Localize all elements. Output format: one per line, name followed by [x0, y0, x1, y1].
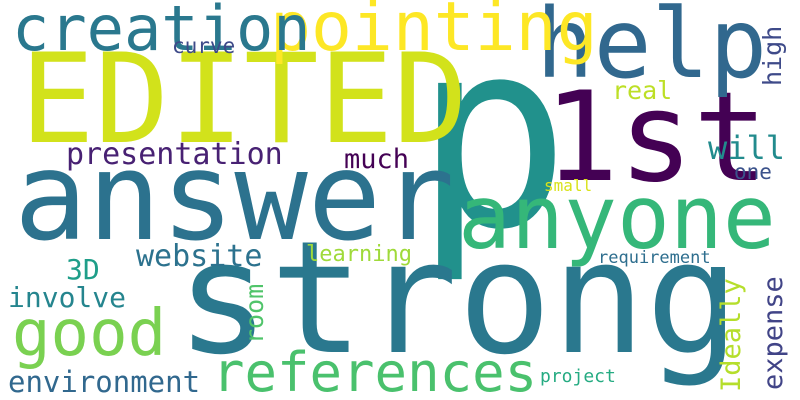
word-references: references [212, 341, 538, 400]
word-pointing: pointing [270, 0, 598, 67]
word-small: small [544, 176, 593, 195]
word-learning: learning [306, 242, 412, 267]
word-answer: answer [14, 126, 455, 268]
word-good: good [12, 297, 167, 371]
word-will: will [708, 129, 786, 167]
word-requirement: requirement [598, 248, 711, 268]
word-strong: strong [176, 207, 740, 389]
word-high: high [758, 25, 787, 86]
word-website: website [136, 239, 263, 274]
word-real: real [612, 76, 673, 105]
word-involve: involve [8, 281, 127, 314]
word-expense: expense [758, 276, 789, 390]
word-ideally: Ideally [716, 278, 747, 392]
word-room: room [240, 283, 269, 344]
word-3d: 3D [66, 253, 100, 286]
word-one: one [734, 160, 772, 184]
word-anyone: anyone [458, 166, 776, 269]
word-p: p [414, 0, 571, 287]
word-environment: environment [8, 365, 201, 399]
word-much: much [344, 144, 410, 175]
word-curve: curve [172, 34, 236, 58]
word-project: project [540, 366, 616, 387]
word-edited: EDITED [20, 28, 468, 172]
word-presentation: presentation [66, 137, 283, 172]
word-creation: creation [12, 0, 311, 65]
word-help: help [536, 0, 768, 100]
word-1st: 1st [544, 66, 768, 210]
